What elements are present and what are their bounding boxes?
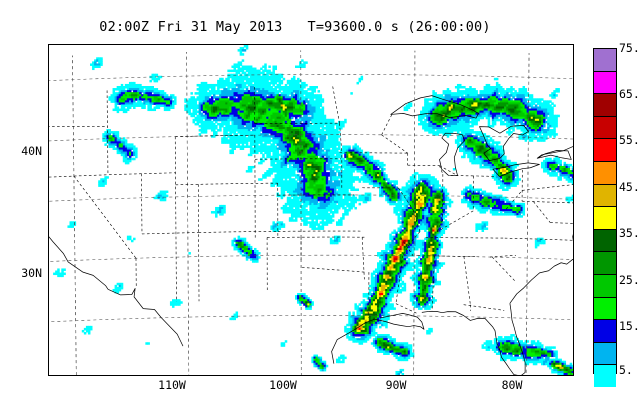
colorbar-band-60-65 xyxy=(594,115,616,139)
colorbar-tick-55: 55. xyxy=(619,133,640,147)
reflectivity-map xyxy=(49,45,573,375)
colorbar-band-50-55 xyxy=(594,160,616,184)
colorbar-band-20-25 xyxy=(594,296,616,320)
colorbar-band-10-15 xyxy=(594,341,616,365)
page-title: 02:00Z Fri 31 May 2013 T=93600.0 s (26:0… xyxy=(99,19,491,35)
colorbar-tick-15: 15. xyxy=(619,319,640,333)
y-tick-30n: 30N xyxy=(21,266,42,280)
colorbar-band-35-40 xyxy=(594,228,616,252)
x-tick-80w: 80W xyxy=(501,378,523,392)
colorbar-band-25-30 xyxy=(594,273,616,297)
colorbar-band-40-45 xyxy=(594,206,616,229)
colorbar-band-45-50 xyxy=(594,183,616,207)
x-tick-90w: 90W xyxy=(385,378,407,392)
colorbar-band-15-20 xyxy=(594,319,616,342)
colorbar-tick-65: 65. xyxy=(619,87,640,101)
colorbar-band-30-35 xyxy=(594,251,616,274)
colorbar-band-70-72 xyxy=(594,70,616,94)
y-tick-40n: 40N xyxy=(21,144,42,158)
reflectivity-colorbar xyxy=(593,48,617,387)
colorbar-tick-35: 35. xyxy=(619,226,640,240)
colorbar-band-55-60 xyxy=(594,138,616,161)
colorbar-tick-45: 45. xyxy=(619,180,640,194)
colorbar-band-65-70 xyxy=(594,93,616,116)
colorbar-band-72-75 xyxy=(594,49,616,71)
colorbar-tick-5: 5. xyxy=(619,363,633,377)
colorbar-tick-75: 75. xyxy=(619,41,640,55)
colorbar-tick-25: 25. xyxy=(619,273,640,287)
map-frame xyxy=(48,44,574,376)
colorbar-band-5-10 xyxy=(594,364,616,387)
x-tick-110w: 110W xyxy=(158,378,186,392)
x-tick-100w: 100W xyxy=(269,378,297,392)
